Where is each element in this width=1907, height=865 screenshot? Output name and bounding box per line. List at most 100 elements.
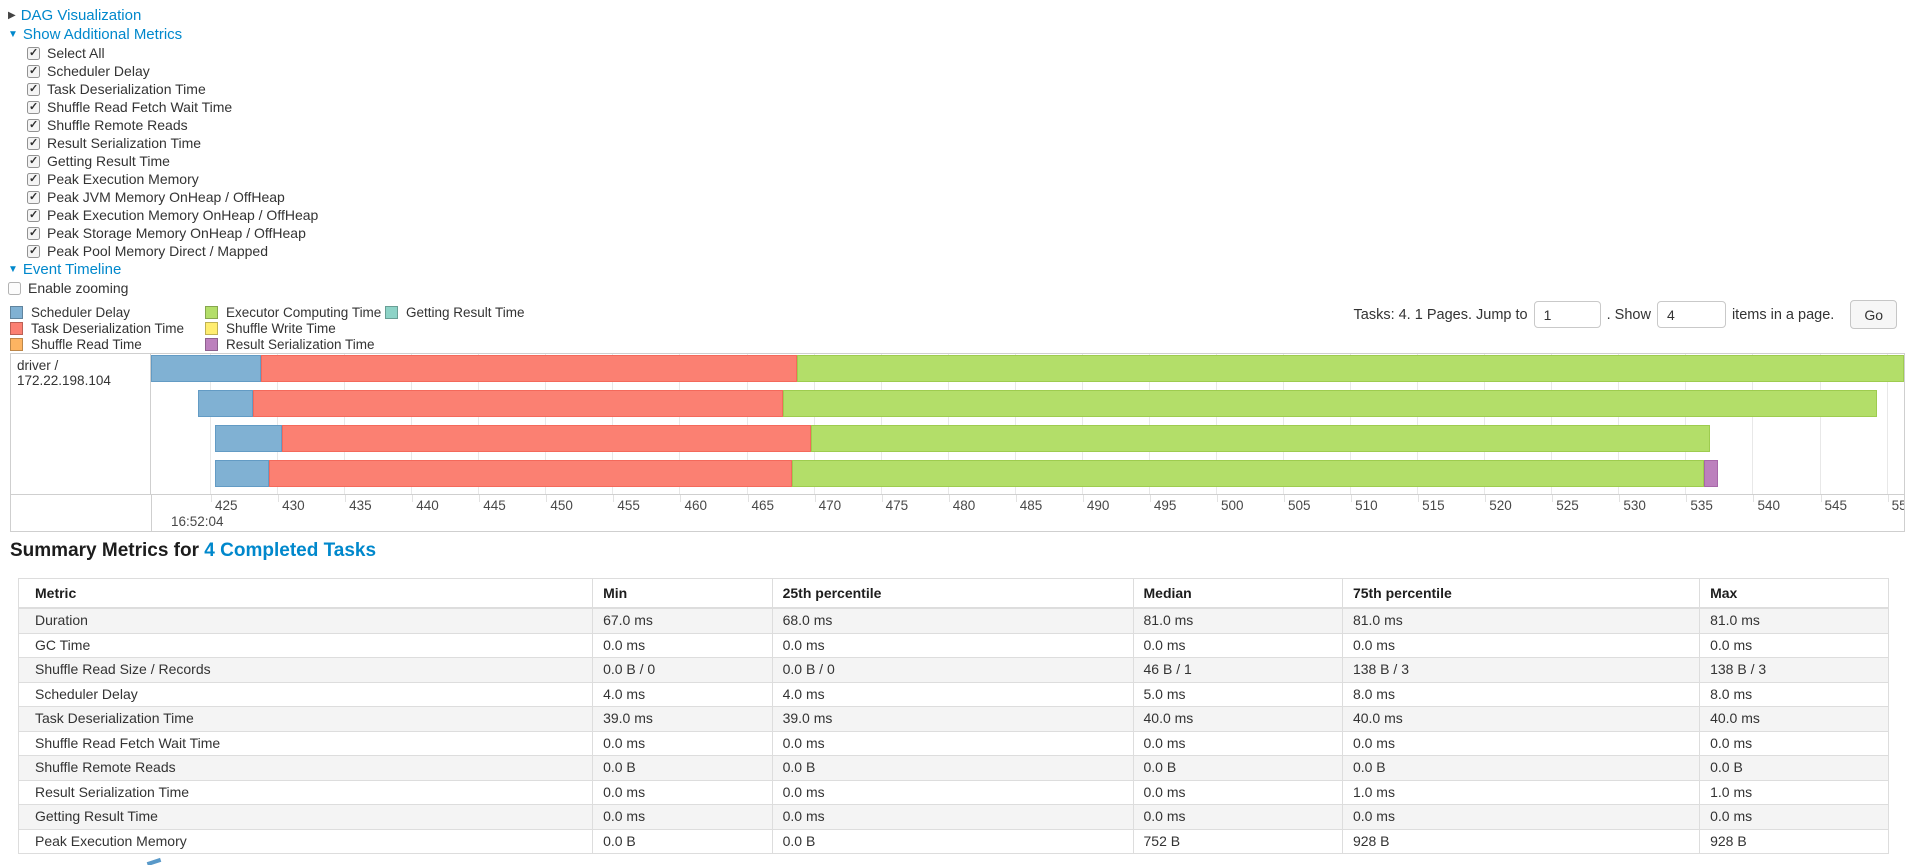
axis-tick-label: 465 [751,498,775,513]
event-timeline-link[interactable]: Event Timeline [22,261,122,278]
task-3-result-serialization-bar[interactable] [1704,460,1718,487]
legend-swatch-icon [10,305,23,319]
clipped-next-section-fragment [146,857,162,865]
checkbox-row-peak-execution-memory-onheap-offheap: Peak Execution Memory OnHeap / OffHeap [8,206,318,224]
show-additional-metrics-link[interactable]: Show Additional Metrics [22,26,183,43]
metric-name-cell: Task Deserialization Time [17,706,594,732]
timeline-gridline [1819,354,1821,494]
timeline-gridline [344,354,346,494]
metric-value-cell: 0.0 ms [771,632,1134,658]
checkbox-row-scheduler-delay: Scheduler Delay [8,62,318,80]
legend-swatch-icon [10,337,23,351]
completed-tasks-link[interactable]: 4 Completed Tasks [204,540,377,561]
timeline-gridline [1618,354,1620,494]
metric-row-peak-execution-memory: Peak Execution Memory 0.0 B 0.0 B 752 B 928 … [17,828,1889,854]
task-3-scheduler-delay-bar[interactable] [215,460,270,487]
legend-swatch-icon [385,305,398,319]
checkbox-row-peak-execution-memory: Peak Execution Memory [8,170,318,188]
table-header-row: Metric Min 25th percentile Median 75th perce… [17,578,1889,609]
metric-checkbox-shuffle-remote-reads[interactable] [27,118,40,132]
event-timeline-row: ▼ Event Timeline [8,260,318,279]
axis-tick-label: 510 [1355,498,1378,513]
column-header-median[interactable]: Median [1132,578,1343,609]
metric-value-cell: 0.0 ms [771,730,1134,756]
task-0-executor-computing-bar[interactable] [797,355,1904,382]
jump-to-page-input[interactable] [1533,301,1601,328]
column-header-75th-percentile[interactable]: 75th percentile [1341,578,1701,609]
dag-visualization-link[interactable]: DAG Visualization [20,7,142,24]
timeline-gridline [1417,354,1419,494]
axis-time-of-day-label: 16:52:04 [171,514,224,529]
items-per-page-input[interactable] [1656,301,1726,328]
metric-checkbox-task-deserialization-time[interactable] [27,82,40,96]
metric-checkbox-result-serialization-time[interactable] [27,136,40,150]
checkbox-row-peak-pool-memory-direct-mapped: Peak Pool Memory Direct / Mapped [8,242,318,260]
metric-checkbox-select-all[interactable] [27,46,40,60]
metric-checkbox-label: Peak Storage Memory OnHeap / OffHeap [47,225,306,241]
axis-tick [1485,495,1487,502]
summary-heading-prefix: Summary Metrics for [10,540,205,561]
metric-checkbox-peak-jvm-memory-onheap-offheap[interactable] [27,190,40,204]
task-1-task-deserialization-bar[interactable] [252,390,783,417]
metric-checkbox-peak-execution-memory[interactable] [27,172,40,186]
metric-name-cell: Result Serialization Time [17,779,594,805]
task-3-task-deserialization-bar[interactable] [269,460,793,487]
axis-tick [1753,495,1755,502]
task-0-scheduler-delay-bar[interactable] [151,355,261,382]
legend-label: Task Deserialization Time [31,320,185,336]
metric-value-cell: 0.0 B [592,828,773,854]
metric-name-cell: GC Time [17,632,594,658]
task-2-scheduler-delay-bar[interactable] [215,425,283,452]
metric-name-cell: Shuffle Read Size / Records [17,657,594,683]
metric-checkbox-peak-execution-memory-onheap-offheap[interactable] [27,208,40,222]
axis-tick [680,495,682,502]
go-button[interactable]: Go [1850,300,1897,329]
timeline-axis-spacer [11,495,152,531]
metric-checkbox-scheduler-delay[interactable] [27,64,40,78]
legend-swatch-icon [205,321,218,335]
task-2-executor-computing-bar[interactable] [810,425,1710,452]
enable-zooming-checkbox[interactable] [8,281,21,295]
task-1-executor-computing-bar[interactable] [782,390,1878,417]
checkbox-row-result-serialization-time: Result Serialization Time [8,134,318,152]
column-header-25th-percentile[interactable]: 25th percentile [771,578,1134,609]
metric-checkbox-getting-result-time[interactable] [27,154,40,168]
timeline-bars-row: driver / 172.22.198.104 [11,354,1904,494]
executor-row-label: driver / 172.22.198.104 [11,354,151,494]
axis-tick [1216,495,1218,502]
axis-tick [1820,495,1822,502]
axis-tick-label: 500 [1220,498,1244,513]
timeline-gridline [411,354,413,494]
legend-column: Getting Result Time [385,304,525,352]
metric-value-cell: 752 B [1132,828,1343,854]
task-0-task-deserialization-bar[interactable] [260,355,798,382]
metric-checkbox-shuffle-read-fetch-wait-time[interactable] [27,100,40,114]
metric-row-gc-time: GC Time 0.0 ms 0.0 ms 0.0 ms 0.0 ms 0.0 ms [17,632,1889,658]
stage-controls: ▶ DAG Visualization ▼ Show Additional Me… [8,6,318,297]
metric-value-cell: 40.0 ms [1341,706,1701,732]
task-1-scheduler-delay-bar[interactable] [197,390,253,417]
summary-metrics-table: Metric Min 25th percentile Median 75th perce… [17,578,1889,854]
axis-tick-label: 430 [282,498,305,513]
items-in-page-text: items in a page. [1731,306,1835,323]
timeline-gridline [813,354,815,494]
metric-value-cell: 0.0 B [771,828,1134,854]
timeline-plot [151,354,1904,494]
column-header-max[interactable]: Max [1699,578,1889,609]
checkbox-row-task-deserialization-time: Task Deserialization Time [8,80,318,98]
axis-tick [1887,495,1889,502]
column-header-min[interactable]: Min [592,578,773,609]
metric-checkbox-peak-pool-memory-direct-mapped[interactable] [27,244,40,258]
legend-item-shuffle-read-time: Shuffle Read Time [10,336,205,352]
task-2-task-deserialization-bar[interactable] [282,425,811,452]
checkbox-row-peak-jvm-memory-onheap-offheap: Peak JVM Memory OnHeap / OffHeap [8,188,318,206]
metric-checkbox-peak-storage-memory-onheap-offheap[interactable] [27,226,40,240]
task-3-executor-computing-bar[interactable] [792,460,1705,487]
column-header-metric[interactable]: Metric [17,578,594,609]
axis-tick [1686,495,1688,502]
axis-tick [546,495,548,502]
metric-row-task-deserialization-time: Task Deserialization Time 39.0 ms 39.0 ms 4… [17,706,1889,732]
metric-value-cell: 0.0 ms [1132,730,1343,756]
metric-value-cell: 0.0 ms [1699,804,1889,830]
legend-label: Executor Computing Time [226,304,382,320]
